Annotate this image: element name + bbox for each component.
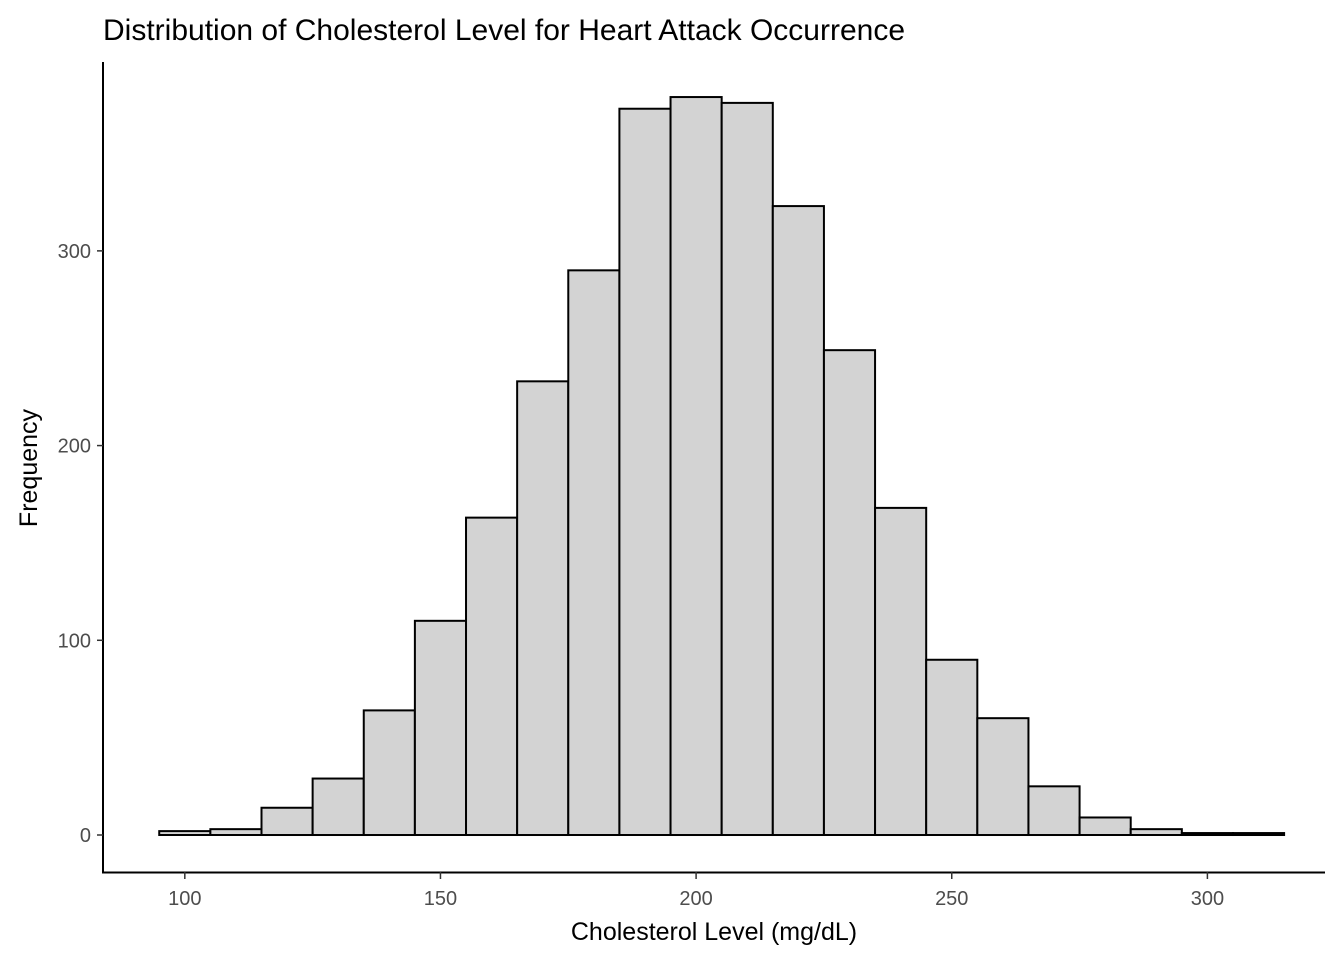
- histogram-bar: [413, 619, 468, 836]
- chart-title: Distribution of Cholesterol Level for He…: [103, 14, 905, 47]
- histogram-bar: [465, 516, 519, 837]
- histogram-bar: [362, 709, 416, 837]
- y-tick-label: 100: [58, 630, 91, 652]
- histogram-bar: [1129, 828, 1183, 836]
- y-axis-title: Frequency: [15, 408, 43, 527]
- histogram-bar: [1231, 832, 1286, 837]
- histogram-bar: [720, 101, 774, 837]
- y-tick-label: 200: [58, 436, 91, 458]
- y-tick-label: 0: [80, 825, 91, 847]
- histogram-bar: [158, 830, 212, 836]
- x-tick-label: 150: [424, 888, 457, 910]
- x-ticks-layer: 100 150 200 250 300: [168, 872, 1224, 910]
- histogram-bar: [822, 349, 877, 836]
- x-axis-title: Cholesterol Level (mg/dL): [571, 918, 857, 946]
- histogram-bar: [976, 717, 1030, 837]
- histogram-bar: [1078, 816, 1132, 836]
- y-ticks-layer: 0 100 200 300: [58, 241, 103, 847]
- histogram-bar: [771, 205, 825, 837]
- histogram-bar: [516, 380, 570, 837]
- histogram-bar: [260, 806, 314, 837]
- histogram-bar: [669, 96, 723, 837]
- x-tick-label: 250: [935, 888, 968, 910]
- histogram-bar: [209, 828, 263, 836]
- histogram-bar: [874, 506, 928, 837]
- histogram-bar: [567, 269, 621, 836]
- x-tick-label: 100: [168, 888, 201, 910]
- bars-layer: [158, 96, 1286, 837]
- histogram-bar: [618, 107, 672, 837]
- histogram-bar: [311, 777, 365, 837]
- histogram-bar: [1180, 832, 1234, 837]
- histogram-bar: [1027, 785, 1081, 837]
- x-tick-label: 300: [1191, 888, 1224, 910]
- y-tick-label: 300: [58, 241, 91, 263]
- x-tick-label: 200: [679, 888, 712, 910]
- histogram-bar: [925, 658, 979, 837]
